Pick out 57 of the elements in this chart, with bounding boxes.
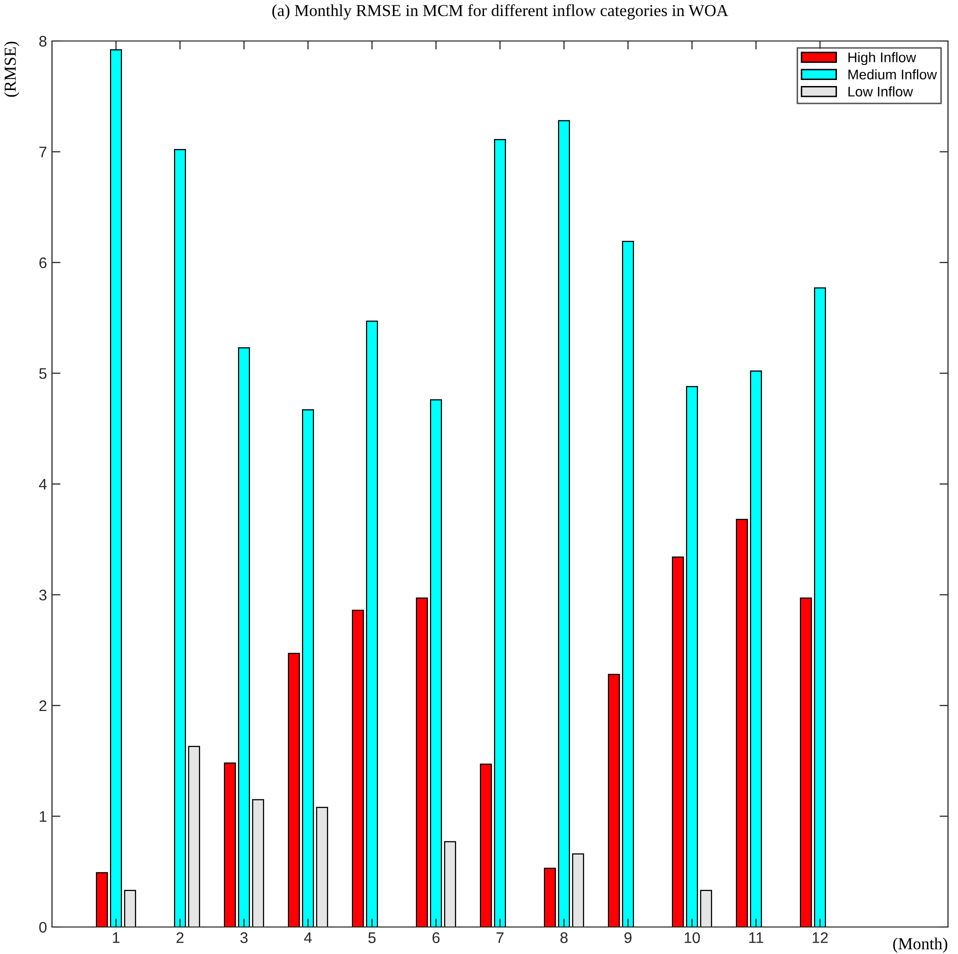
bar xyxy=(110,49,122,927)
x-tick-label: 9 xyxy=(624,932,632,944)
x-tick-label: 1 xyxy=(112,932,120,943)
bar xyxy=(288,652,300,927)
bar xyxy=(800,598,812,927)
bar xyxy=(686,386,698,927)
x-tick-label: 4 xyxy=(304,932,312,943)
bar xyxy=(494,139,506,927)
legend-label: Low Inflow xyxy=(848,86,914,97)
bar xyxy=(672,556,684,927)
x-tick-label: 3 xyxy=(240,932,248,944)
bar xyxy=(430,399,442,927)
bar xyxy=(700,890,712,927)
bar xyxy=(366,320,378,927)
bar xyxy=(750,370,762,927)
legend-label: High Inflow xyxy=(848,52,916,66)
bar xyxy=(416,598,428,927)
bar xyxy=(252,799,264,927)
x-tick-label: 10 xyxy=(684,932,700,944)
x-tick-label: 2 xyxy=(176,932,184,943)
bar xyxy=(736,518,748,927)
y-tick-label: 5 xyxy=(39,368,46,379)
x-tick-label: 8 xyxy=(560,932,568,944)
legend-label: Medium Inflow xyxy=(848,69,937,80)
bar xyxy=(124,890,136,927)
bar xyxy=(608,674,620,927)
y-tick-label: 7 xyxy=(39,146,46,158)
bar xyxy=(316,806,328,927)
y-tick-label: 1 xyxy=(40,811,46,822)
y-tick-label: 3 xyxy=(39,590,46,600)
bar xyxy=(302,409,314,927)
chart-title: (a) Monthly RMSE in MCM for different inflow categories in WOA xyxy=(272,4,728,20)
x-tick-label: 12 xyxy=(812,932,828,943)
bar xyxy=(622,240,634,927)
bar xyxy=(558,120,570,927)
y-tick-label: 0 xyxy=(39,922,47,933)
bar xyxy=(96,872,108,927)
x-tick-label: 6 xyxy=(432,932,440,944)
bar xyxy=(188,746,200,927)
bar xyxy=(544,868,556,927)
y-axis-title: (RMSE) xyxy=(4,42,20,97)
bar xyxy=(224,762,236,927)
x-tick-label: 5 xyxy=(368,932,376,944)
bar xyxy=(352,610,364,927)
bar xyxy=(444,841,456,927)
bar xyxy=(174,148,186,927)
y-tick-label: 4 xyxy=(38,479,47,490)
bar xyxy=(480,764,492,927)
y-tick-label: 2 xyxy=(39,700,46,712)
x-axis-title: (Month) xyxy=(893,938,948,953)
bar xyxy=(814,287,826,927)
x-tick-label: 11 xyxy=(749,932,764,943)
bar xyxy=(238,347,250,927)
y-tick-label: 6 xyxy=(39,257,46,268)
y-tick-label: 8 xyxy=(39,36,46,47)
bar xyxy=(572,853,584,927)
x-tick-label: 7 xyxy=(496,932,504,943)
